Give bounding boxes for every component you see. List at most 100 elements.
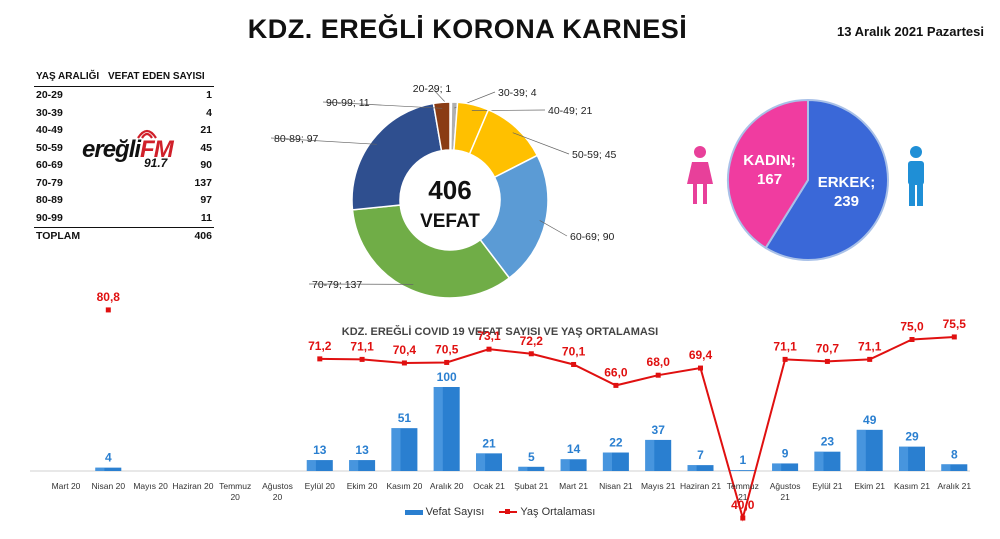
- report-date: 13 Aralık 2021 Pazartesi: [837, 24, 984, 39]
- age-average-point: [909, 337, 915, 342]
- bar-value-label: 29: [905, 430, 919, 444]
- bar-highlight: [391, 428, 401, 471]
- x-tick-label: Mart 21: [559, 481, 588, 491]
- radio-wave-icon: [137, 129, 157, 139]
- x-tick-label: Nisan 20: [92, 481, 126, 491]
- bar-highlight: [476, 453, 486, 471]
- death-count-header: VEFAT EDEN SAYISI: [106, 68, 214, 87]
- donut-slice-90-99: [432, 101, 451, 152]
- bar-Aralık 21: [941, 464, 968, 471]
- age-average-point: [528, 351, 534, 357]
- age-average-label: 71,2: [308, 339, 332, 353]
- age-average-label: 69,4: [689, 348, 713, 362]
- age-range-cell: 70-79: [36, 176, 63, 189]
- logo-frequency: 91.7: [144, 156, 168, 170]
- age-average-point: [655, 372, 661, 378]
- logo-name: ereğli: [82, 136, 141, 163]
- monthly-combo-chart: KDZ. EREĞLİ COVID 19 VEFAT SAYISI VE YAŞ…: [30, 290, 971, 522]
- bar-highlight: [814, 451, 824, 471]
- legend-line-swatch: [499, 509, 518, 515]
- table-row: 50-59 45: [34, 139, 214, 157]
- x-tick-label: Ocak 21: [473, 481, 505, 491]
- x-tick-label-line2: 21: [780, 492, 790, 502]
- bar-value-label: 13: [313, 443, 327, 457]
- donut-slice-label: 80-89; 97: [274, 133, 319, 145]
- bar-value-label: 5: [528, 450, 535, 464]
- donut-leader-line: [539, 220, 568, 237]
- age-average-label: 75,0: [900, 320, 924, 334]
- donut-slice-80-89: [351, 102, 443, 211]
- x-tick-label-line2: 20: [230, 492, 240, 502]
- x-tick-label: Eylül 20: [305, 481, 336, 491]
- age-average-label: 68,0: [647, 355, 671, 369]
- donut-slice-label: 40-49; 21: [548, 105, 593, 117]
- bar-highlight: [349, 460, 359, 471]
- age-average-point: [401, 360, 407, 366]
- bar-value-label: 37: [652, 423, 666, 437]
- death-count-cell: 45: [200, 141, 212, 154]
- death-count-cell: 137: [194, 176, 212, 189]
- death-count-cell: 97: [200, 194, 212, 207]
- donut-slice-label: 90-99; 11: [326, 97, 370, 109]
- table-row: 30-39 4: [34, 104, 214, 122]
- bar-highlight: [645, 439, 655, 471]
- age-average-point: [698, 365, 703, 371]
- gender-slice-kadin: [727, 98, 809, 250]
- death-count-cell: 4: [206, 106, 212, 119]
- x-tick-label-line2: 20: [273, 492, 283, 502]
- bar-highlight: [306, 460, 316, 471]
- bar-Temmuz 21: [729, 470, 756, 471]
- donut-slice-label: 50-59; 45: [572, 149, 617, 161]
- age-range-header: YAŞ ARALIĞI: [34, 68, 107, 87]
- table-row: 80-89 97: [34, 192, 214, 210]
- gender-pie-chart: ERKEK; 239 KADIN; 167: [687, 98, 924, 261]
- donut-hole: [401, 151, 499, 249]
- gender-slice-value: 239: [834, 193, 859, 210]
- age-average-label: 72,2: [520, 334, 544, 348]
- table-row: 40-49 21: [34, 122, 214, 140]
- age-range-cell: 20-29: [36, 89, 63, 102]
- total-value: 406: [106, 226, 214, 245]
- table-row: 60-69 90: [34, 157, 214, 175]
- legend-line-label: Yaş Ortalaması: [520, 506, 596, 518]
- table-row: 90-99 11: [34, 209, 214, 227]
- bar-Eylül 20: [306, 460, 333, 471]
- bar-Ekim 20: [349, 460, 376, 471]
- x-tick-label: Aralık 20: [430, 481, 464, 491]
- age-average-point: [105, 307, 111, 313]
- age-average-label: 71,1: [773, 339, 797, 353]
- bar-value-label: 8: [951, 447, 958, 461]
- x-tick-label: Temmuz: [219, 481, 251, 491]
- eregli-fm-logo: ereğliFM 91.7: [82, 128, 174, 172]
- x-tick-label: Şubat 21: [514, 481, 548, 491]
- age-average-point: [444, 359, 450, 365]
- donut-slice-60-69: [479, 154, 549, 280]
- bar-Mart 21: [560, 459, 587, 471]
- gender-slice-erkek: [764, 98, 889, 261]
- donut-leader-line: [471, 109, 546, 111]
- x-tick-label: Kasım 20: [386, 481, 422, 491]
- x-tick-label: Haziran 20: [172, 481, 213, 491]
- gender-slice-label: KADIN;: [743, 152, 796, 169]
- age-average-label: 70,5: [435, 342, 459, 356]
- age-average-label: 70,4: [393, 343, 417, 357]
- bar-highlight: [560, 459, 570, 471]
- bar-value-label: 23: [821, 435, 835, 449]
- age-average-point: [486, 346, 492, 352]
- x-tick-label: Ekim 21: [854, 481, 885, 491]
- donut-slice-label: 70-79; 137: [312, 279, 362, 291]
- age-average-label: 40,0: [731, 498, 755, 512]
- x-tick-label: Kasım 21: [894, 481, 930, 491]
- bar-value-label: 100: [437, 370, 457, 384]
- bar-highlight: [772, 463, 782, 471]
- age-average-point: [740, 515, 746, 521]
- bar-highlight: [856, 429, 866, 471]
- age-donut-chart: 20-29; 1 30-39; 4 40-49; 21 50-59; 45 60-69;…: [270, 83, 617, 299]
- age-average-label: 73,1: [477, 329, 501, 343]
- legend-item-bars: Vefat Sayısı: [404, 506, 484, 518]
- donut-leader-line: [270, 137, 377, 145]
- table-header-row: YAŞ ARALIĞI VEFAT EDEN SAYISI: [34, 68, 214, 87]
- table-row: 70-79 137: [34, 174, 214, 192]
- bar-Nisan 20: [95, 467, 122, 471]
